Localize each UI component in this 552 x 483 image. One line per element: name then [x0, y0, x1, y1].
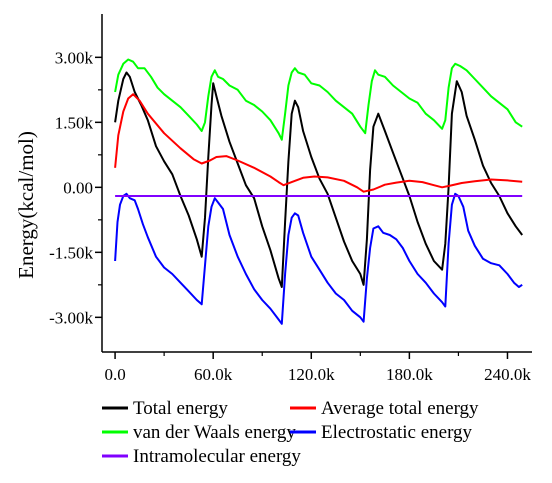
- electrostatic-energy-line: [114, 192, 523, 325]
- legend-label-total-energy: Total energy: [133, 398, 228, 419]
- legend-label-van-der-waals-energy: van der Waals energy: [133, 422, 296, 443]
- average-total-energy-line: [114, 93, 523, 193]
- y-tick-label: -3.00k: [49, 308, 93, 327]
- y-tick-label: -1.50k: [49, 243, 93, 262]
- y-tick-label: 1.50k: [55, 113, 94, 132]
- y-tick-label: 0.00: [63, 178, 93, 197]
- x-tick-label: 240.0k: [484, 365, 531, 384]
- x-tick-label: 0.0: [104, 365, 125, 384]
- legend-label-intramolecular-energy: Intramolecular energy: [133, 446, 301, 467]
- legend-label-average-total-energy: Average total energy: [321, 398, 479, 419]
- y-tick-label: 3.00k: [55, 48, 94, 67]
- y-axis-title: Energy(kcal/mol): [14, 131, 38, 279]
- y-ticks: 3.00k 1.50k 0.00 -1.50k -3.00k: [49, 48, 102, 327]
- x-tick-label: 180.0k: [386, 365, 433, 384]
- legend: Total energy Average total energy van der …: [102, 398, 479, 467]
- van-der-waals-energy-line: [114, 58, 523, 141]
- x-tick-label: 120.0k: [288, 365, 335, 384]
- plot-lines: [114, 58, 524, 325]
- x-tick-label: 60.0k: [194, 365, 233, 384]
- legend-label-electrostatic-energy: Electrostatic energy: [321, 422, 473, 443]
- x-ticks: 0.0 60.0k 120.0k 180.0k 240.0k: [104, 352, 531, 384]
